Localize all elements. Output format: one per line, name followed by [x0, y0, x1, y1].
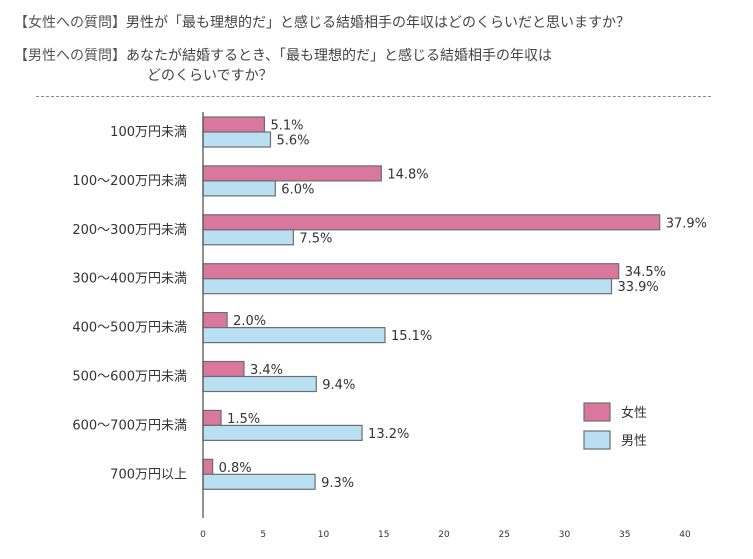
question-male-text-line1: あなたが結婚するとき、「最も理想的だ」と感じる結婚相手の年収は: [126, 48, 553, 64]
category-label: 400～500万円未満: [72, 321, 187, 336]
dashed-divider: [36, 96, 711, 97]
category-label: 200～300万円未満: [72, 223, 187, 238]
bar-female: [202, 165, 382, 182]
question-male-label: 【男性への質問】: [14, 48, 126, 64]
value-label-male: 6.0%: [281, 182, 314, 197]
question-female: 【女性への質問】男性が「最も理想的だ」と感じる結婚相手の年収はどのくらいだと思い…: [14, 12, 630, 32]
category-label: 100～200万円未満: [72, 174, 187, 189]
bar-male: [202, 327, 386, 344]
bar-female: [202, 116, 266, 133]
legend-label-male: 男性: [621, 434, 647, 449]
bar-male: [202, 229, 294, 246]
value-label-male: 13.2%: [368, 427, 409, 442]
category-label: 300～400万円未満: [72, 272, 187, 287]
bar-female: [202, 214, 661, 231]
bar-female: [202, 312, 228, 329]
x-tick-label: 20: [438, 530, 450, 540]
value-label-male: 9.3%: [321, 476, 354, 491]
bar-male: [202, 473, 316, 490]
value-label-male: 15.1%: [391, 329, 432, 344]
category-label: 100万円未満: [110, 125, 187, 140]
x-tick-label: 35: [619, 530, 630, 540]
question-female-text: 男性が「最も理想的だ」と感じる結婚相手の年収はどのくらいだと思いますか？: [126, 15, 630, 31]
legend-swatch-male: [583, 430, 611, 450]
x-tick-label: 30: [559, 530, 571, 540]
x-tick-label: 0: [200, 530, 206, 540]
category-label: 700万円以上: [110, 467, 187, 482]
legend-label-female: 女性: [621, 405, 647, 421]
bar-male: [202, 180, 276, 197]
value-label-male: 5.6%: [276, 134, 309, 149]
value-label-male: 33.9%: [617, 280, 658, 295]
x-tick-label: 40: [679, 530, 691, 540]
question-female-label: 【女性への質問】: [14, 15, 126, 31]
legend-swatch-female: [583, 402, 611, 422]
value-label-female: 14.8%: [387, 167, 428, 182]
bar-male: [202, 375, 317, 393]
question-male: 【男性への質問】あなたが結婚するとき、「最も理想的だ」と感じる結婚相手の年収は …: [14, 46, 552, 86]
bar-female: [202, 458, 214, 475]
value-label-male: 7.5%: [299, 231, 332, 246]
x-tick-label: 10: [318, 530, 330, 540]
value-label-female: 1.5%: [227, 412, 260, 427]
category-label: 500～600万円未満: [72, 370, 187, 385]
question-male-text-line2: どのくらいですか？: [147, 68, 273, 84]
value-label-female: 0.8%: [219, 461, 252, 476]
value-label-male: 9.4%: [322, 378, 355, 393]
bar-female: [202, 360, 245, 378]
x-tick-label: 5: [260, 530, 266, 540]
category-label: 600～700万円未満: [72, 418, 187, 433]
bar-female: [202, 409, 222, 426]
bar-male: [202, 131, 272, 148]
bar-male: [202, 424, 363, 441]
value-label-female: 37.9%: [666, 216, 707, 231]
value-label-female: 2.0%: [233, 314, 266, 329]
value-label-female: 5.1%: [270, 119, 303, 134]
x-tick-label: 15: [378, 530, 389, 540]
bar-female: [202, 263, 620, 280]
x-tick-label: 25: [499, 530, 510, 540]
value-label-female: 34.5%: [625, 265, 666, 280]
value-label-female: 3.4%: [250, 363, 283, 378]
bar-male: [202, 278, 613, 295]
